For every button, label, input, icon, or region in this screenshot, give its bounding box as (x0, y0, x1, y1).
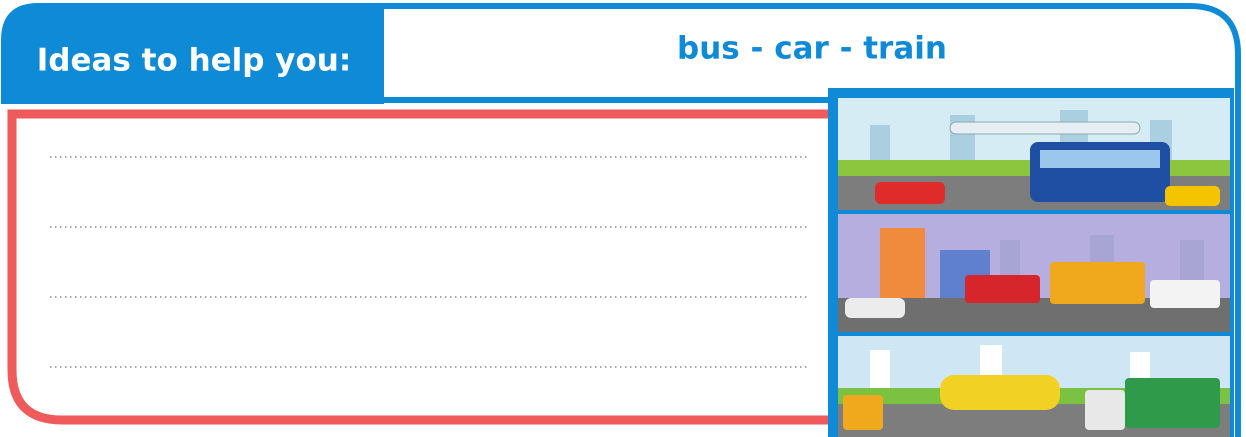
transport-illustration (828, 88, 1234, 437)
header-words: bus - car - train (677, 31, 947, 67)
header-title: Ideas to help you: (37, 43, 352, 79)
worksheet: Ideas to help you: bus - car - train (0, 0, 1246, 437)
writing-frame (12, 114, 830, 420)
